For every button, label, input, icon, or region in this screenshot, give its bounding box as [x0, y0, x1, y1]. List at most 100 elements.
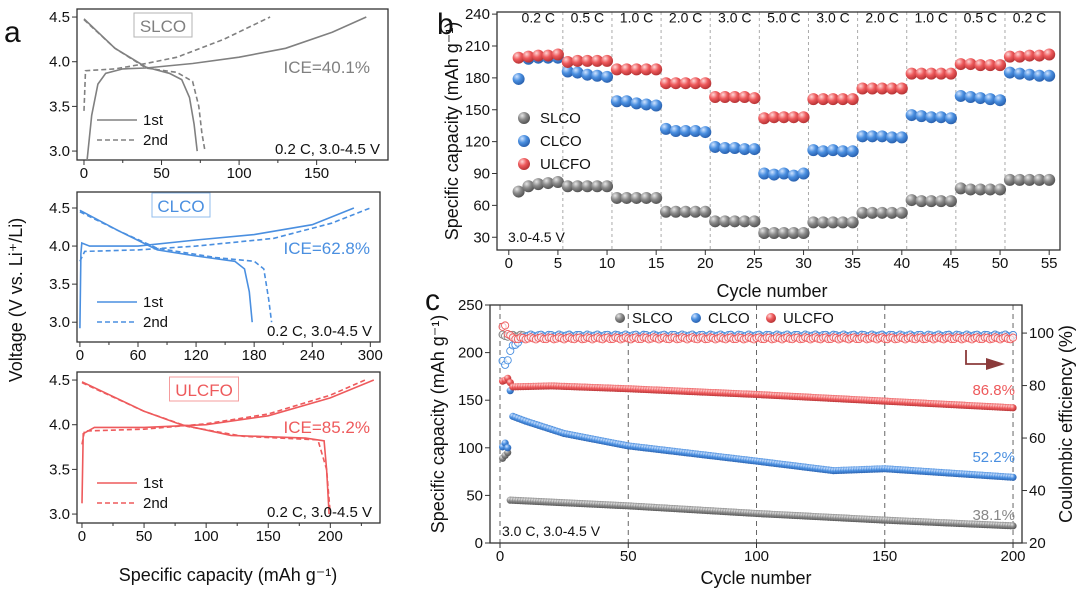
point-clco [689, 125, 702, 137]
plot-frame [489, 304, 1023, 544]
y2-tick-label: 100 [1029, 325, 1054, 342]
x-tick-label: 0 [76, 347, 84, 364]
point-clco [807, 144, 820, 157]
y-tick-label: 4.5 [49, 372, 70, 389]
point-slco [885, 206, 898, 219]
ce-point-clco [503, 356, 512, 365]
curve-2nd-discharge [79, 211, 273, 323]
point-ulcfo [915, 67, 928, 80]
point-ulcfo [571, 54, 584, 67]
x-tick-label: 100 [744, 548, 769, 565]
point-slco [748, 215, 761, 228]
point-ulcfo [748, 92, 761, 105]
y-tick-label: 3.5 [49, 461, 70, 478]
curve-1st-discharge [83, 18, 198, 152]
point-slco [974, 183, 987, 196]
point-ulcfo [669, 77, 682, 90]
x-tick-label: 150 [256, 528, 281, 545]
x-tick-label: 60 [130, 347, 147, 364]
point-slco [669, 205, 682, 218]
x-tick-label: 0 [78, 528, 86, 545]
panel-a-slco: 0 50 100 150 3.0 3.5 4.0 4.5 SLCO ICE=40.1% 0.2 C,… [49, 8, 389, 182]
sample-name-box [169, 376, 239, 402]
panel-a-clco: 0 60 120 180 240 300 3.0 3.5 4.0 4.5 CLCO ICE=62.8%… [49, 191, 383, 364]
point-clco [512, 72, 525, 85]
x-tick-label: 15 [648, 255, 665, 272]
point-clco [610, 95, 623, 108]
point-slco [718, 215, 731, 228]
y-axis-label: Specific capacity (mAh g⁻¹) [428, 315, 448, 534]
panel-c-cycling: 0 50 100 150 200 0 50 100 150 200 250 20 40 60 80 100 SL… [428, 297, 1076, 588]
plot-frame [76, 191, 381, 343]
point-slco [994, 183, 1007, 196]
curve-2nd-discharge [81, 381, 332, 515]
point-ulcfo [689, 77, 702, 90]
x-tick-label: 20 [697, 255, 714, 272]
point-ulcfo [876, 82, 889, 95]
legend-label: ULCFO [540, 156, 591, 173]
point-slco [925, 195, 938, 208]
point-clco [876, 130, 889, 143]
point-clco [679, 125, 692, 137]
rate-label: 3.0 C [718, 10, 751, 26]
x-axis-label: Cycle number [716, 281, 827, 301]
point-ulcfo [620, 63, 633, 76]
point-slco [542, 177, 555, 190]
rate-label: 1.0 C [915, 10, 948, 26]
right-axis-arrowhead [986, 358, 1005, 370]
point-clco [738, 143, 751, 156]
point-clco [846, 145, 859, 158]
legend-marker-slco [518, 112, 530, 124]
y2-axis-label: Coulombic efficiency (%) [1056, 325, 1076, 523]
point-slco [944, 195, 957, 208]
y-axis-label: Specific capacity (mAh g⁻¹) [442, 22, 462, 241]
y-tick-label: 3.0 [49, 143, 70, 160]
point-ulcfo [718, 91, 731, 103]
point-slco [905, 194, 918, 207]
point-clco [905, 109, 918, 122]
point-slco [1013, 173, 1026, 186]
plot-frame [76, 8, 389, 161]
y-tick-label: 250 [458, 297, 483, 314]
point-slco [787, 227, 800, 239]
legend-label: CLCO [708, 310, 750, 327]
capacity-point-ulcfo [1009, 404, 1017, 412]
point-clco [630, 97, 643, 110]
point-ulcfo [935, 67, 948, 80]
point-slco [561, 180, 574, 193]
point-clco [777, 167, 790, 180]
point-ulcfo [659, 77, 672, 90]
point-clco [650, 99, 663, 112]
point-slco [846, 216, 859, 229]
x-tick-label: 150 [304, 165, 329, 182]
legend-label: 2nd [143, 132, 168, 149]
y-tick-label: 4.0 [49, 54, 70, 71]
y2-tick-label: 80 [1029, 378, 1046, 395]
point-clco [669, 125, 682, 137]
x-tick-label: 50 [992, 255, 1009, 272]
plot-frame [496, 11, 1061, 251]
x-tick-label: 150 [872, 548, 897, 565]
x-tick-label: 10 [599, 255, 616, 272]
legend-label: 2nd [143, 495, 168, 512]
legend-label: 2nd [143, 314, 168, 331]
legend-label: SLCO [632, 310, 673, 327]
point-ulcfo [591, 54, 604, 67]
point-ulcfo [1003, 50, 1016, 63]
point-slco [620, 191, 633, 204]
point-clco [885, 131, 898, 144]
retention-label-slco: 38.1% [972, 507, 1015, 524]
point-ulcfo [787, 111, 800, 124]
rate-label: 0.5 C [571, 10, 604, 26]
point-slco [709, 215, 722, 228]
rate-label: 2.0 C [669, 10, 702, 26]
point-ulcfo [974, 59, 987, 72]
curve-1st-discharge [79, 209, 253, 323]
point-slco [1023, 173, 1036, 186]
point-slco [640, 191, 653, 204]
x-tick-label: 30 [795, 255, 812, 272]
condition-label: 3.0-4.5 V [508, 229, 565, 245]
condition-label: 0.2 C, 3.0-4.5 V [267, 323, 372, 340]
x-axis-label: Cycle number [700, 568, 811, 588]
point-ulcfo [827, 93, 840, 106]
